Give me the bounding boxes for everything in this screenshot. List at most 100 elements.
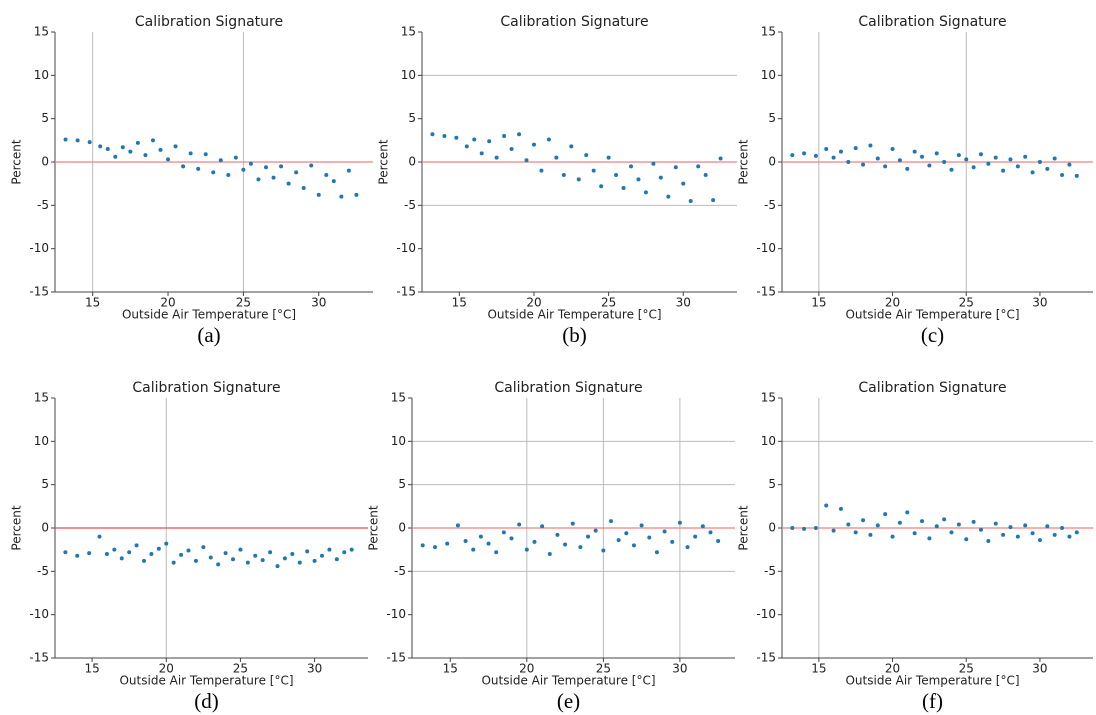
- y-tick-label: -15: [29, 651, 49, 665]
- point: [150, 138, 155, 143]
- point: [1067, 162, 1072, 167]
- x-tick-label: 25: [959, 296, 974, 310]
- y-tick-label: 10: [761, 68, 776, 82]
- point: [666, 194, 671, 199]
- point: [87, 551, 92, 556]
- point: [1001, 168, 1006, 173]
- point: [986, 539, 991, 543]
- point: [464, 144, 469, 149]
- point: [614, 173, 619, 177]
- point: [875, 523, 880, 528]
- point: [501, 530, 506, 535]
- y-tick-label: 5: [41, 477, 49, 491]
- point: [927, 536, 932, 541]
- point: [208, 555, 213, 560]
- point: [555, 532, 560, 537]
- y-tick-label: 10: [34, 68, 49, 82]
- point: [245, 560, 250, 565]
- point: [673, 165, 678, 170]
- point: [912, 531, 917, 536]
- point: [472, 137, 477, 142]
- point: [831, 528, 836, 533]
- point: [1067, 534, 1072, 539]
- point: [128, 149, 133, 154]
- panel-caption: (a): [197, 323, 220, 347]
- x-tick-label: 20: [159, 662, 174, 676]
- y-tick-label: 15: [34, 391, 49, 405]
- point: [327, 547, 332, 552]
- point: [1045, 524, 1050, 529]
- point: [181, 164, 186, 169]
- point: [971, 519, 976, 524]
- x-tick-label: 30: [307, 662, 322, 676]
- y-tick-label: -15: [756, 285, 776, 299]
- point: [494, 550, 499, 555]
- point: [354, 192, 359, 197]
- point: [716, 539, 721, 543]
- point: [63, 137, 68, 142]
- y-tick-label: 0: [408, 155, 416, 169]
- y-tick-label: 15: [761, 391, 776, 405]
- point: [119, 556, 124, 561]
- point: [846, 160, 851, 164]
- point: [547, 552, 552, 556]
- point: [432, 545, 437, 550]
- point: [636, 177, 641, 182]
- point: [97, 534, 102, 539]
- y-tick-label: 10: [401, 68, 416, 82]
- point: [700, 524, 705, 529]
- y-tick-label: -5: [764, 564, 776, 578]
- point: [949, 530, 954, 535]
- point: [87, 140, 92, 145]
- x-tick-label: 15: [811, 296, 826, 310]
- point: [294, 170, 299, 175]
- point: [920, 519, 925, 524]
- point: [271, 175, 276, 180]
- y-tick-label: 5: [768, 111, 776, 125]
- x-axis-label: Outside Air Temperature [°C]: [487, 308, 661, 322]
- point: [487, 139, 492, 144]
- point: [978, 527, 983, 532]
- chart-title: Calibration Signature: [132, 380, 280, 396]
- point: [179, 552, 184, 557]
- point: [134, 543, 139, 548]
- y-tick-label: 10: [391, 434, 406, 448]
- point: [75, 138, 80, 143]
- point: [113, 154, 118, 159]
- point: [601, 548, 606, 553]
- point: [1030, 531, 1035, 536]
- point: [188, 151, 193, 156]
- point: [868, 143, 873, 148]
- point: [282, 556, 287, 561]
- point: [890, 534, 895, 539]
- y-tick-label: -10: [396, 241, 416, 255]
- point: [1060, 526, 1065, 530]
- point: [861, 162, 866, 167]
- point: [708, 530, 713, 535]
- x-axis-label: Outside Air Temperature [°C]: [122, 308, 296, 322]
- point: [934, 151, 939, 156]
- point: [156, 546, 161, 551]
- point: [861, 518, 866, 523]
- point: [593, 528, 598, 533]
- y-tick-label: -15: [756, 651, 776, 665]
- point: [853, 530, 858, 535]
- point: [540, 524, 545, 529]
- x-tick-label: 15: [452, 296, 467, 310]
- point: [486, 541, 491, 546]
- point: [112, 547, 117, 552]
- point: [942, 517, 947, 522]
- panel-caption: (e): [557, 689, 580, 713]
- point: [223, 551, 228, 556]
- point: [971, 165, 976, 170]
- point: [196, 166, 201, 171]
- point: [120, 145, 125, 150]
- point: [790, 526, 795, 530]
- point: [275, 564, 280, 569]
- point: [599, 184, 604, 189]
- point: [233, 155, 238, 160]
- point: [956, 522, 961, 527]
- point: [688, 199, 693, 203]
- point: [268, 550, 273, 555]
- point: [260, 558, 265, 563]
